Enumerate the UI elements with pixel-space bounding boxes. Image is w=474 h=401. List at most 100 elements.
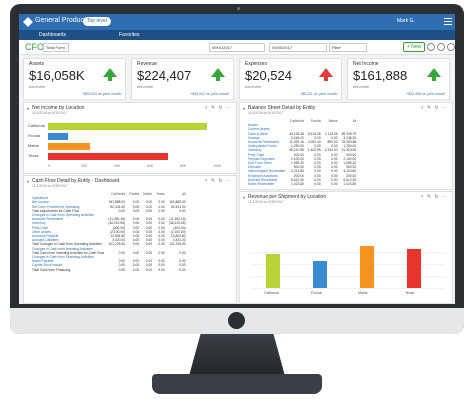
row-label[interactable]: Employee Advances xyxy=(248,173,278,178)
vbar-maine[interactable] xyxy=(360,245,374,288)
row-label[interactable]: Savings xyxy=(248,135,260,140)
date-to-field[interactable]: 09/30/2017 xyxy=(269,43,327,52)
table-cell: 0.00 xyxy=(132,208,140,213)
row-label[interactable]: Changes in Cash from Investing Activitie… xyxy=(32,246,93,251)
trend-up-icon xyxy=(211,68,225,81)
table-cell: 0.00 xyxy=(314,144,321,149)
row-label[interactable]: Intercompany Receivable xyxy=(248,169,286,174)
row-label[interactable]: Inventory xyxy=(32,221,46,226)
table-cell: 3,246.20 xyxy=(343,135,357,140)
table-cell: 101,225.00 xyxy=(108,242,126,247)
row-label[interactable]: Operations xyxy=(32,196,49,201)
row-label[interactable]: Current Assets xyxy=(248,127,270,132)
row-label[interactable]: Petty Cash xyxy=(248,152,265,157)
entity-selector[interactable]: Top level xyxy=(83,17,111,26)
kpi-card-expenses[interactable]: Expenses $20,524 this month +$6,221 vs. … xyxy=(239,58,342,100)
row-label: Total Cash from Financing xyxy=(32,267,71,272)
panel-tools-icon[interactable]: ▿ ✎ ↻ ⋯ xyxy=(204,105,232,111)
axis-tick-label: 40K xyxy=(114,164,121,168)
row-label[interactable]: Net Income xyxy=(32,200,49,205)
table-cell: 0.00 xyxy=(314,173,321,178)
hbar-california[interactable] xyxy=(48,123,208,130)
collapse-icon[interactable]: ▾ xyxy=(243,106,246,111)
table-cell: 0.00 xyxy=(132,259,140,264)
vbar-florida[interactable] xyxy=(313,260,327,288)
row-label[interactable]: Changes in Cash from Operating Activitie… xyxy=(32,213,94,218)
kpi-compare-link[interactable]: +$6,221 vs. prior month xyxy=(300,92,337,96)
row-label[interactable]: Deposits xyxy=(248,165,261,170)
filter-select[interactable]: Filter xyxy=(329,43,367,52)
row-label[interactable]: Due From Other xyxy=(248,161,272,166)
settings-icon[interactable] xyxy=(427,43,435,51)
row-label[interactable]: Undeposited Funds xyxy=(248,144,277,149)
kpi-card-revenue[interactable]: Revenue $224,407 this month +$18,912 vs.… xyxy=(131,58,234,100)
row-label[interactable]: Prepaid Expenses xyxy=(248,156,275,161)
kpi-compare-link[interactable]: +$18,912 vs. prior month xyxy=(190,92,229,96)
table-row: Changes in Cash from Investing Activitie… xyxy=(30,247,188,251)
table-cell: 3,051.40 xyxy=(307,140,321,145)
cash-flow-table: California Florida Maine Texas All Operations… xyxy=(30,192,188,272)
axis-tick-label: 100K xyxy=(213,164,222,168)
table-cell: 1,055.32 xyxy=(291,161,304,166)
table-cell: 0.00 xyxy=(158,267,165,272)
table-cell: (2,100.00) xyxy=(170,229,186,234)
balance-sheet-table: California Florida Maine All Assets Current A… xyxy=(246,119,358,186)
kpi-value: $16,058K xyxy=(29,68,85,83)
add-button[interactable]: + New xyxy=(403,42,425,52)
row-label[interactable]: Capital Stock Issued xyxy=(32,263,63,268)
row-label[interactable]: Accounts Payable xyxy=(32,234,59,239)
row-label[interactable]: Notes Payable xyxy=(32,259,54,264)
table-cell: 0.00 xyxy=(132,225,140,230)
row-label: Total Cash from Investing Activities for… xyxy=(32,250,105,255)
row-label[interactable]: Petty Cash xyxy=(32,225,49,230)
panel-tools-icon[interactable]: ▿ ✎ ↻ ⋯ xyxy=(420,194,448,200)
collapse-icon[interactable]: ▾ xyxy=(243,195,246,200)
user-menu[interactable]: Mark G. xyxy=(397,18,415,24)
table-row: Inventory (48,210.55) 0.00 0.00 0.00 (48,210.… xyxy=(30,221,188,225)
date-from-field[interactable]: 09/01/2017 xyxy=(209,43,265,52)
table-cell: 55,349.79 xyxy=(341,131,357,136)
row-label[interactable]: Cash in Bank xyxy=(248,131,268,136)
power-button xyxy=(228,312,245,329)
table-cell: 0.00 xyxy=(331,152,338,157)
row-label[interactable]: Net Cash Provided by Operating xyxy=(32,204,80,209)
row-label[interactable]: Other Assets xyxy=(32,229,51,234)
panel-tools-icon[interactable]: ▿ ✎ ↻ ⋯ xyxy=(204,178,232,184)
hbar-maine[interactable] xyxy=(48,143,90,150)
table-cell: (48,210.55) xyxy=(168,221,186,226)
row-label[interactable]: Assets xyxy=(248,123,258,128)
table-cell: 0.00 xyxy=(314,165,321,170)
axis-tick-label: 80K xyxy=(180,164,187,168)
tab-dashboards[interactable]: Dashboards xyxy=(39,32,66,38)
camera-dot xyxy=(237,7,240,10)
row-label[interactable]: Notes Receivable xyxy=(248,182,274,187)
hamburger-menu-icon[interactable] xyxy=(444,16,452,27)
form-select[interactable]: Total Form xyxy=(43,43,69,52)
vbar-california[interactable] xyxy=(266,253,280,288)
table-cell: 0.00 xyxy=(132,200,140,205)
vbar-label: Maine xyxy=(358,291,368,295)
print-icon[interactable] xyxy=(447,43,455,51)
row-label[interactable]: Accrued Receivable xyxy=(248,177,278,182)
row-label[interactable]: Inventory xyxy=(248,148,262,153)
hbar-row: California xyxy=(24,123,236,131)
table-row: Inventory 48,210.55 1,402.95 2,310.00 51,923… xyxy=(246,148,358,152)
row-label[interactable]: Accrued Liabilities xyxy=(32,238,59,243)
refresh-icon[interactable] xyxy=(437,43,445,51)
collapse-icon[interactable]: ▾ xyxy=(27,179,30,184)
kpi-card-net-income[interactable]: Net Income $161,888 this month +$22,406 … xyxy=(347,58,450,100)
vbar-texas[interactable] xyxy=(407,249,421,288)
tab-favorites[interactable]: Favorites xyxy=(119,32,140,38)
hbar-florida[interactable] xyxy=(48,133,68,140)
row-label[interactable]: Accounts Receivable xyxy=(248,140,279,145)
kpi-card-assets[interactable]: Assets $16,058K this month +$30,624 vs. … xyxy=(23,58,126,100)
panel-tools-icon[interactable]: ▿ ✎ ↻ ⋯ xyxy=(420,105,448,111)
table-cell: 200.00 xyxy=(346,173,357,178)
hbar-texas[interactable] xyxy=(48,153,168,160)
kpi-compare-link[interactable]: +$22,406 vs. prior month xyxy=(406,92,445,96)
kpi-compare-link[interactable]: +$30,624 vs. prior month xyxy=(82,92,121,96)
collapse-icon[interactable]: ▾ xyxy=(27,106,30,111)
table-row: Deposits 500.00 0.00 0.00 500.00 xyxy=(246,165,358,169)
row-label[interactable]: Changes in Cash from Financing Activitie… xyxy=(32,255,94,260)
row-label[interactable]: Accounts Receivable xyxy=(32,217,63,222)
